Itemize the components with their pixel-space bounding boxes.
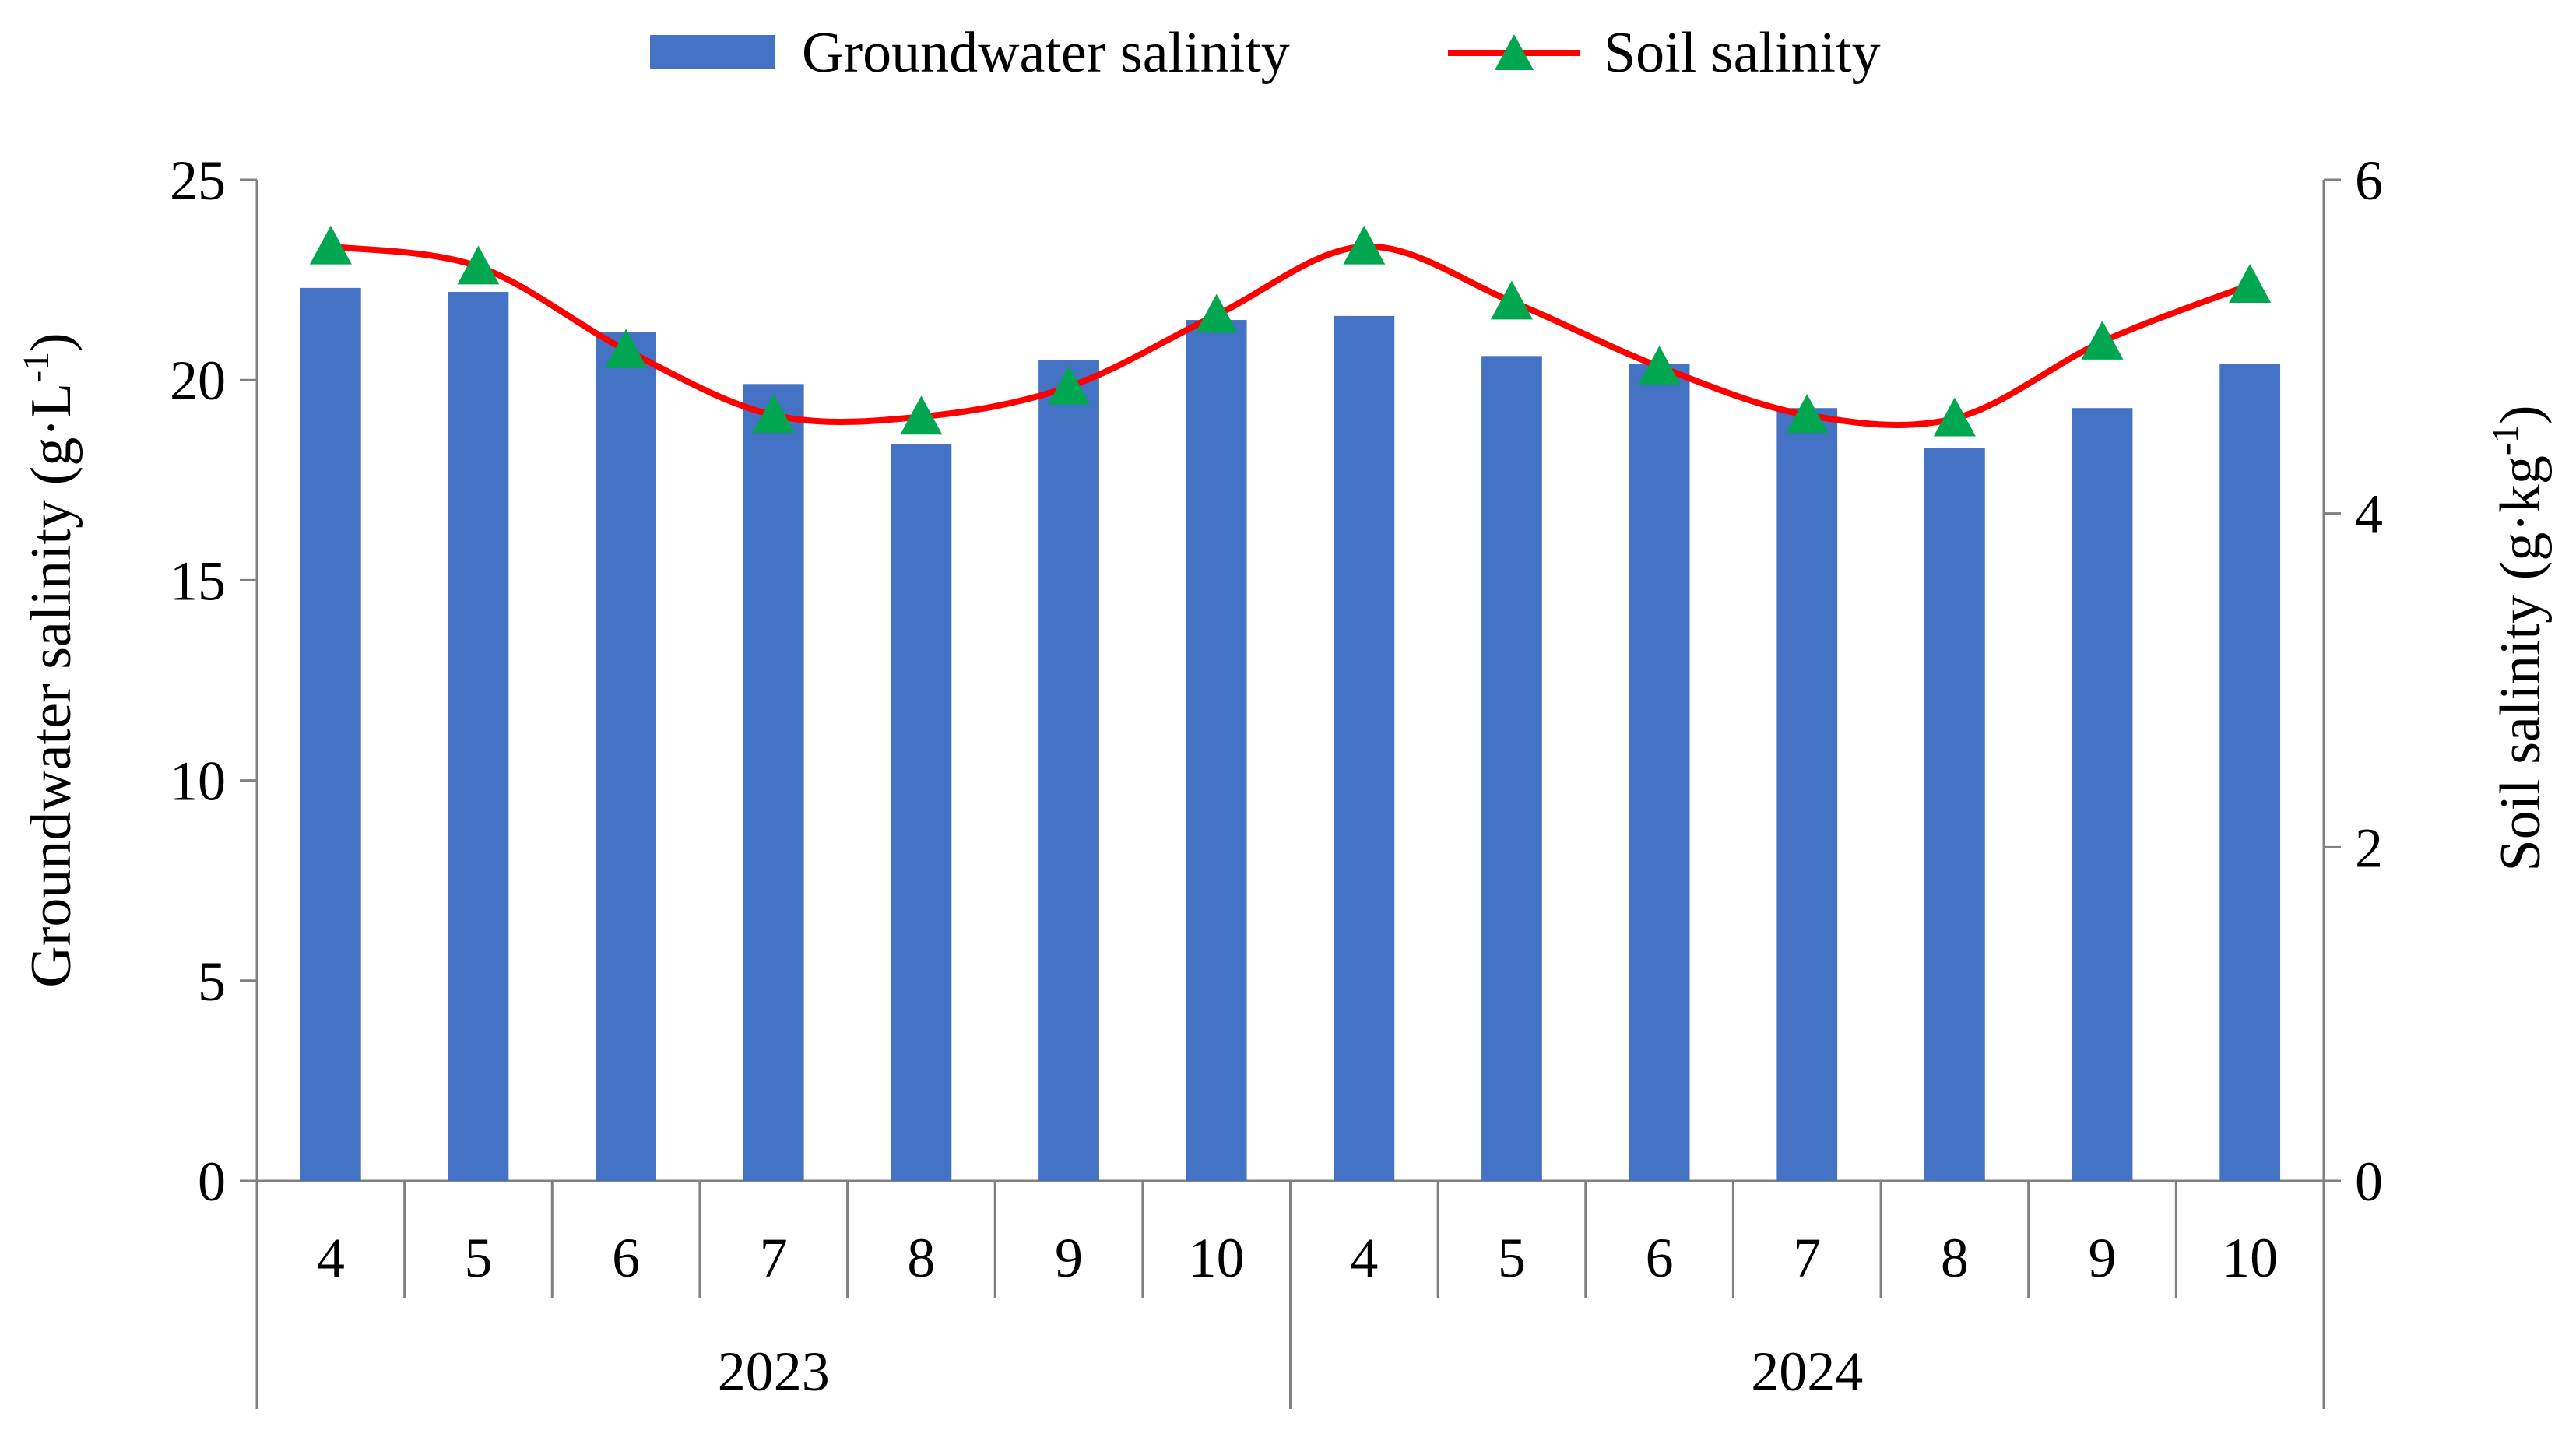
y-right-tick-label: 4 <box>2355 483 2383 546</box>
category-labels: 4 5 6 7 8 9 10 4 5 6 7 8 9 10 2023 2024 <box>317 1227 2278 1403</box>
legend-label-groundwater: Groundwater salinity <box>802 21 1290 85</box>
bar <box>2219 364 2281 1181</box>
line-series <box>309 225 2272 437</box>
soil-salinity-marker <box>457 245 500 285</box>
bar <box>1776 408 1838 1181</box>
legend: Groundwater salinity Soil salinity <box>650 21 1881 85</box>
soil-salinity-marker <box>309 225 352 265</box>
month-label: 6 <box>1646 1227 1674 1289</box>
year-label: 2023 <box>718 1340 830 1403</box>
axes <box>240 178 2341 1409</box>
y-right-tick-label: 0 <box>2355 1151 2383 1213</box>
bar <box>2072 408 2133 1181</box>
soil-salinity-marker <box>1786 394 1829 434</box>
soil-salinity-marker <box>752 394 795 434</box>
month-label: 9 <box>1055 1227 1083 1289</box>
y-left-tick-label: 25 <box>170 149 226 212</box>
month-label: 8 <box>907 1227 935 1289</box>
bar-series <box>300 287 2281 1182</box>
soil-salinity-marker <box>2229 264 2272 303</box>
bar <box>891 444 952 1181</box>
soil-salinity-marker <box>1638 346 1681 385</box>
bar <box>300 287 361 1182</box>
legend-marker-soil-icon <box>1495 34 1534 70</box>
year-label: 2024 <box>1751 1340 1863 1403</box>
y-left-tick-label: 10 <box>170 750 226 813</box>
y-left-tick-label: 20 <box>170 350 226 412</box>
y-left-axis-title: Groundwater salinity (g·L-1) <box>16 332 83 987</box>
month-label: 9 <box>2089 1227 2117 1289</box>
soil-salinity-marker <box>900 395 943 435</box>
soil-salinity-marker <box>1490 280 1533 320</box>
bar <box>448 292 509 1182</box>
y-right-tick-label: 6 <box>2355 149 2383 212</box>
y-left-tick-label: 0 <box>198 1151 226 1213</box>
month-label: 5 <box>464 1227 492 1289</box>
y-left-tick-label: 5 <box>198 950 226 1013</box>
month-label: 10 <box>1189 1227 1245 1289</box>
month-label: 4 <box>317 1227 345 1289</box>
bar <box>1629 364 1690 1181</box>
bar <box>1924 448 1985 1181</box>
soil-salinity-marker <box>605 329 648 368</box>
month-label: 6 <box>612 1227 640 1289</box>
month-label: 7 <box>1793 1227 1821 1289</box>
bar <box>1334 315 1395 1181</box>
bar <box>1038 360 1099 1182</box>
month-label: 10 <box>2222 1227 2278 1289</box>
legend-label-soil: Soil salinity <box>1604 21 1881 85</box>
y-left-tick-label: 15 <box>170 550 226 612</box>
y-right-axis-title: Soil salinity (g·kg-1) <box>2485 405 2553 871</box>
bar <box>1481 356 1542 1182</box>
month-label: 8 <box>1941 1227 1969 1289</box>
month-label: 7 <box>760 1227 788 1289</box>
soil-salinity-marker <box>1195 293 1238 333</box>
bar <box>743 384 804 1181</box>
month-label: 5 <box>1498 1227 1526 1289</box>
tick-labels: 0 5 10 15 20 25 0 2 4 6 <box>170 149 2383 1213</box>
soil-salinity-marker <box>2081 320 2124 360</box>
soil-salinity-marker <box>1933 397 1976 437</box>
legend-swatch-groundwater <box>650 35 775 69</box>
bar <box>1186 320 1247 1181</box>
bar <box>596 332 656 1182</box>
soil-salinity-marker <box>1048 365 1091 405</box>
soil-salinity-marker <box>1343 225 1386 265</box>
y-right-tick-label: 2 <box>2355 817 2383 879</box>
month-label: 4 <box>1350 1227 1378 1289</box>
